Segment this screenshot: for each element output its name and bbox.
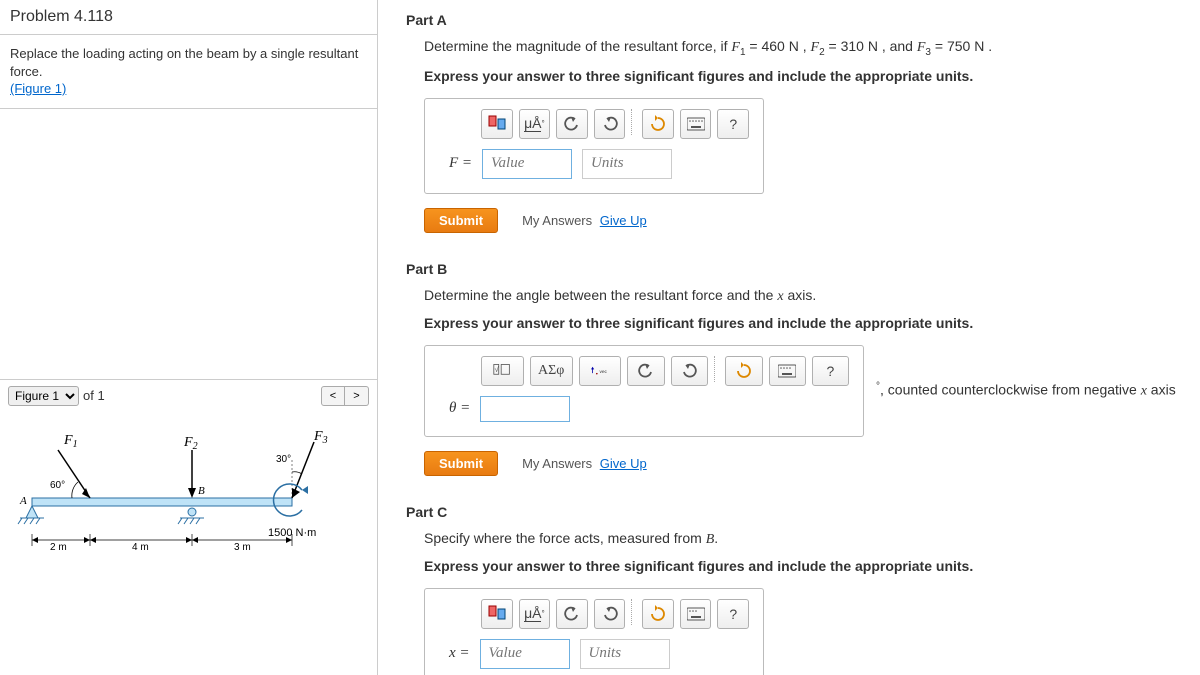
part-c: Part C Specify where the force acts, mea… bbox=[406, 504, 1180, 675]
reset-icon[interactable] bbox=[642, 599, 674, 629]
redo-icon[interactable] bbox=[594, 109, 626, 139]
figure-diagram: F1 60° F2 F3 30° 1500 N·m A bbox=[0, 412, 377, 571]
templates-icon[interactable] bbox=[481, 599, 513, 629]
part-a-my-answers[interactable]: My Answers bbox=[522, 213, 592, 228]
part-c-units-input[interactable] bbox=[580, 639, 670, 669]
part-b-hint: °, counted counterclockwise from negativ… bbox=[876, 381, 1176, 400]
undo-icon[interactable] bbox=[556, 109, 588, 139]
keyboard-icon[interactable] bbox=[680, 599, 712, 629]
part-c-toolbar: μÅ° ? bbox=[481, 599, 749, 629]
figure-selector-row: Figure 1 of 1 < > bbox=[0, 379, 377, 412]
svg-text:A: A bbox=[19, 495, 27, 507]
left-panel: Problem 4.118 Replace the loading acting… bbox=[0, 0, 378, 675]
part-a-giveup-link[interactable]: Give Up bbox=[600, 213, 647, 228]
part-b-question: Determine the angle between the resultan… bbox=[424, 287, 1180, 305]
part-b-answer-box: √ ΑΣφ vec ? θ = bbox=[424, 345, 864, 437]
help-icon[interactable]: ? bbox=[812, 356, 849, 386]
part-b-var: θ = bbox=[449, 400, 470, 417]
part-a-answer-box: μÅ° ? F = bbox=[424, 98, 764, 194]
svg-text:30°: 30° bbox=[276, 454, 291, 465]
figure-link[interactable]: (Figure 1) bbox=[10, 81, 66, 96]
part-b-submit-row: Submit My Answers Give Up bbox=[424, 451, 1180, 476]
part-b-instruction: Express your answer to three significant… bbox=[424, 315, 1180, 331]
help-icon[interactable]: ? bbox=[717, 109, 749, 139]
help-icon[interactable]: ? bbox=[717, 599, 749, 629]
part-a-var: F = bbox=[449, 155, 472, 172]
redo-icon[interactable] bbox=[594, 599, 626, 629]
part-a-units-input[interactable] bbox=[582, 149, 672, 179]
part-b-giveup-link[interactable]: Give Up bbox=[600, 456, 647, 471]
svg-text:60°: 60° bbox=[50, 480, 65, 491]
figure-of-text: of 1 bbox=[83, 388, 105, 403]
part-b-value-input[interactable] bbox=[480, 396, 570, 422]
part-a-question: Determine the magnitude of the resultant… bbox=[424, 38, 1180, 58]
units-mu-icon[interactable]: μÅ° bbox=[519, 599, 551, 629]
units-mu-icon[interactable]: μÅ° bbox=[519, 109, 551, 139]
part-c-answer-box: μÅ° ? x = bbox=[424, 588, 764, 675]
reset-icon[interactable] bbox=[642, 109, 674, 139]
svg-text:4 m: 4 m bbox=[132, 542, 149, 553]
templates-icon[interactable]: √ bbox=[481, 356, 524, 386]
undo-icon[interactable] bbox=[556, 599, 588, 629]
vec-icon[interactable]: vec bbox=[579, 356, 622, 386]
greek-icon[interactable]: ΑΣφ bbox=[530, 356, 573, 386]
problem-statement: Replace the loading acting on the beam b… bbox=[0, 35, 377, 109]
keyboard-icon[interactable] bbox=[680, 109, 712, 139]
problem-text: Replace the loading acting on the beam b… bbox=[10, 46, 358, 79]
undo-icon[interactable] bbox=[627, 356, 664, 386]
part-c-instruction: Express your answer to three significant… bbox=[424, 558, 1180, 574]
part-a-instruction: Express your answer to three significant… bbox=[424, 68, 1180, 84]
part-b-title: Part B bbox=[406, 261, 1180, 277]
svg-text:F1: F1 bbox=[63, 433, 78, 450]
templates-icon[interactable] bbox=[481, 109, 513, 139]
part-c-eq-row: x = bbox=[449, 639, 749, 669]
redo-icon[interactable] bbox=[671, 356, 708, 386]
part-b-toolbar: √ ΑΣφ vec ? bbox=[481, 356, 849, 386]
problem-number: Problem 4.118 bbox=[0, 0, 377, 35]
svg-text:F3: F3 bbox=[313, 430, 328, 446]
part-a-submit-button[interactable]: Submit bbox=[424, 208, 498, 233]
part-a-submit-row: Submit My Answers Give Up bbox=[424, 208, 1180, 233]
keyboard-icon[interactable] bbox=[769, 356, 806, 386]
part-c-var: x = bbox=[449, 645, 470, 662]
part-c-title: Part C bbox=[406, 504, 1180, 520]
figure-prev-button[interactable]: < bbox=[321, 386, 345, 406]
svg-text:B: B bbox=[198, 485, 205, 497]
part-b-eq-row: θ = bbox=[449, 396, 849, 422]
svg-text:2 m: 2 m bbox=[50, 542, 67, 553]
part-c-question: Specify where the force acts, measured f… bbox=[424, 530, 1180, 548]
reset-icon[interactable] bbox=[725, 356, 762, 386]
part-b: Part B Determine the angle between the r… bbox=[406, 261, 1180, 476]
figure-select[interactable]: Figure 1 bbox=[8, 386, 79, 406]
part-a-toolbar: μÅ° ? bbox=[481, 109, 749, 139]
svg-text:3 m: 3 m bbox=[234, 542, 251, 553]
part-b-my-answers[interactable]: My Answers bbox=[522, 456, 592, 471]
svg-text:vec: vec bbox=[599, 370, 607, 375]
part-b-submit-button[interactable]: Submit bbox=[424, 451, 498, 476]
svg-text:F2: F2 bbox=[183, 435, 198, 452]
figure-next-button[interactable]: > bbox=[345, 386, 369, 406]
part-a-eq-row: F = bbox=[449, 149, 749, 179]
part-a-value-input[interactable] bbox=[482, 149, 572, 179]
part-c-value-input[interactable] bbox=[480, 639, 570, 669]
part-a: Part A Determine the magnitude of the re… bbox=[406, 12, 1180, 233]
part-a-title: Part A bbox=[406, 12, 1180, 28]
right-panel: Part A Determine the magnitude of the re… bbox=[378, 0, 1200, 675]
